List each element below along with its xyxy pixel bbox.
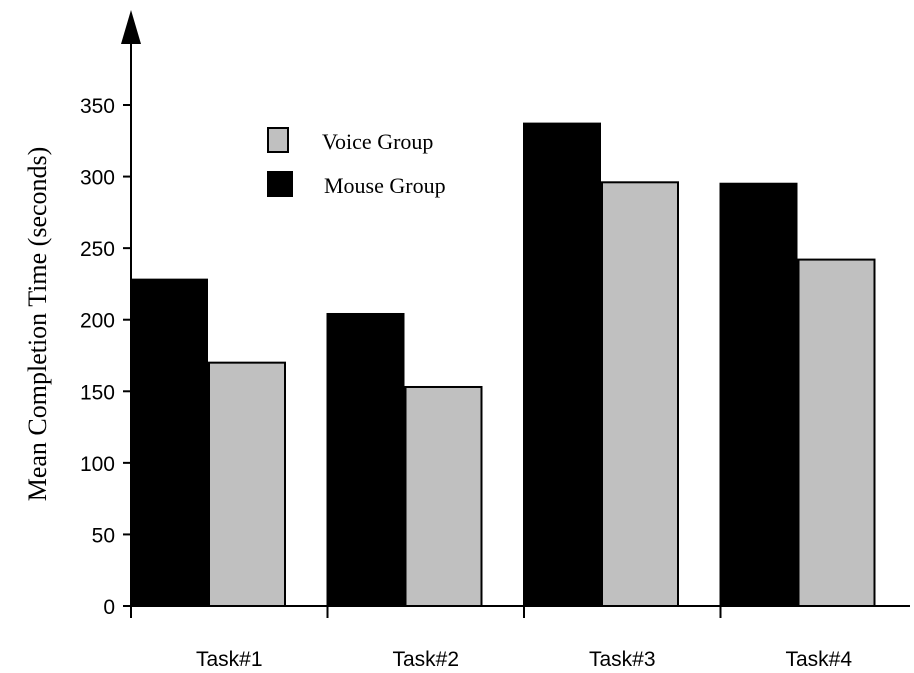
legend-label-voice-group: Voice Group xyxy=(322,129,433,154)
y-tick-label-350: 350 xyxy=(80,95,115,118)
y-ticks-group: 0 50 100 150 200 250 300 350 xyxy=(80,95,131,619)
legend-swatch-mouse-group xyxy=(267,171,293,197)
bars-group xyxy=(130,122,876,607)
legend-swatch-voice-group xyxy=(267,127,289,153)
x-category-label-2: Task#2 xyxy=(392,648,459,671)
bar-voice-group-1 xyxy=(208,361,286,607)
y-tick-label-100: 100 xyxy=(80,453,115,476)
x-categories-group: Task#1 Task#2 Task#3 Task#4 xyxy=(196,648,852,671)
legend-label-mouse-group: Mouse Group xyxy=(324,173,446,198)
x-category-label-3: Task#3 xyxy=(589,648,656,671)
x-category-label-4: Task#4 xyxy=(785,648,852,671)
y-axis-arrow xyxy=(121,10,141,44)
y-axis-title: Mean Completion Time (seconds) xyxy=(23,147,52,502)
legend: Voice Group Mouse Group xyxy=(267,127,446,198)
bar-mouse-group-1 xyxy=(130,278,208,607)
bar-voice-group-2 xyxy=(404,385,483,607)
y-tick-label-150: 150 xyxy=(80,381,115,404)
bar-mouse-group-4 xyxy=(719,182,798,607)
bar-mouse-group-2 xyxy=(326,312,405,607)
y-tick-label-250: 250 xyxy=(80,238,115,261)
y-tick-label-0: 0 xyxy=(103,596,115,619)
y-tick-label-200: 200 xyxy=(80,310,115,333)
bar-voice-group-4 xyxy=(797,258,876,607)
y-tick-label-50: 50 xyxy=(92,524,115,547)
axes-group xyxy=(121,10,910,618)
y-tick-label-300: 300 xyxy=(80,167,115,190)
bar-voice-group-3 xyxy=(601,181,679,607)
bar-mouse-group-3 xyxy=(523,122,601,607)
x-category-label-1: Task#1 xyxy=(196,648,263,671)
